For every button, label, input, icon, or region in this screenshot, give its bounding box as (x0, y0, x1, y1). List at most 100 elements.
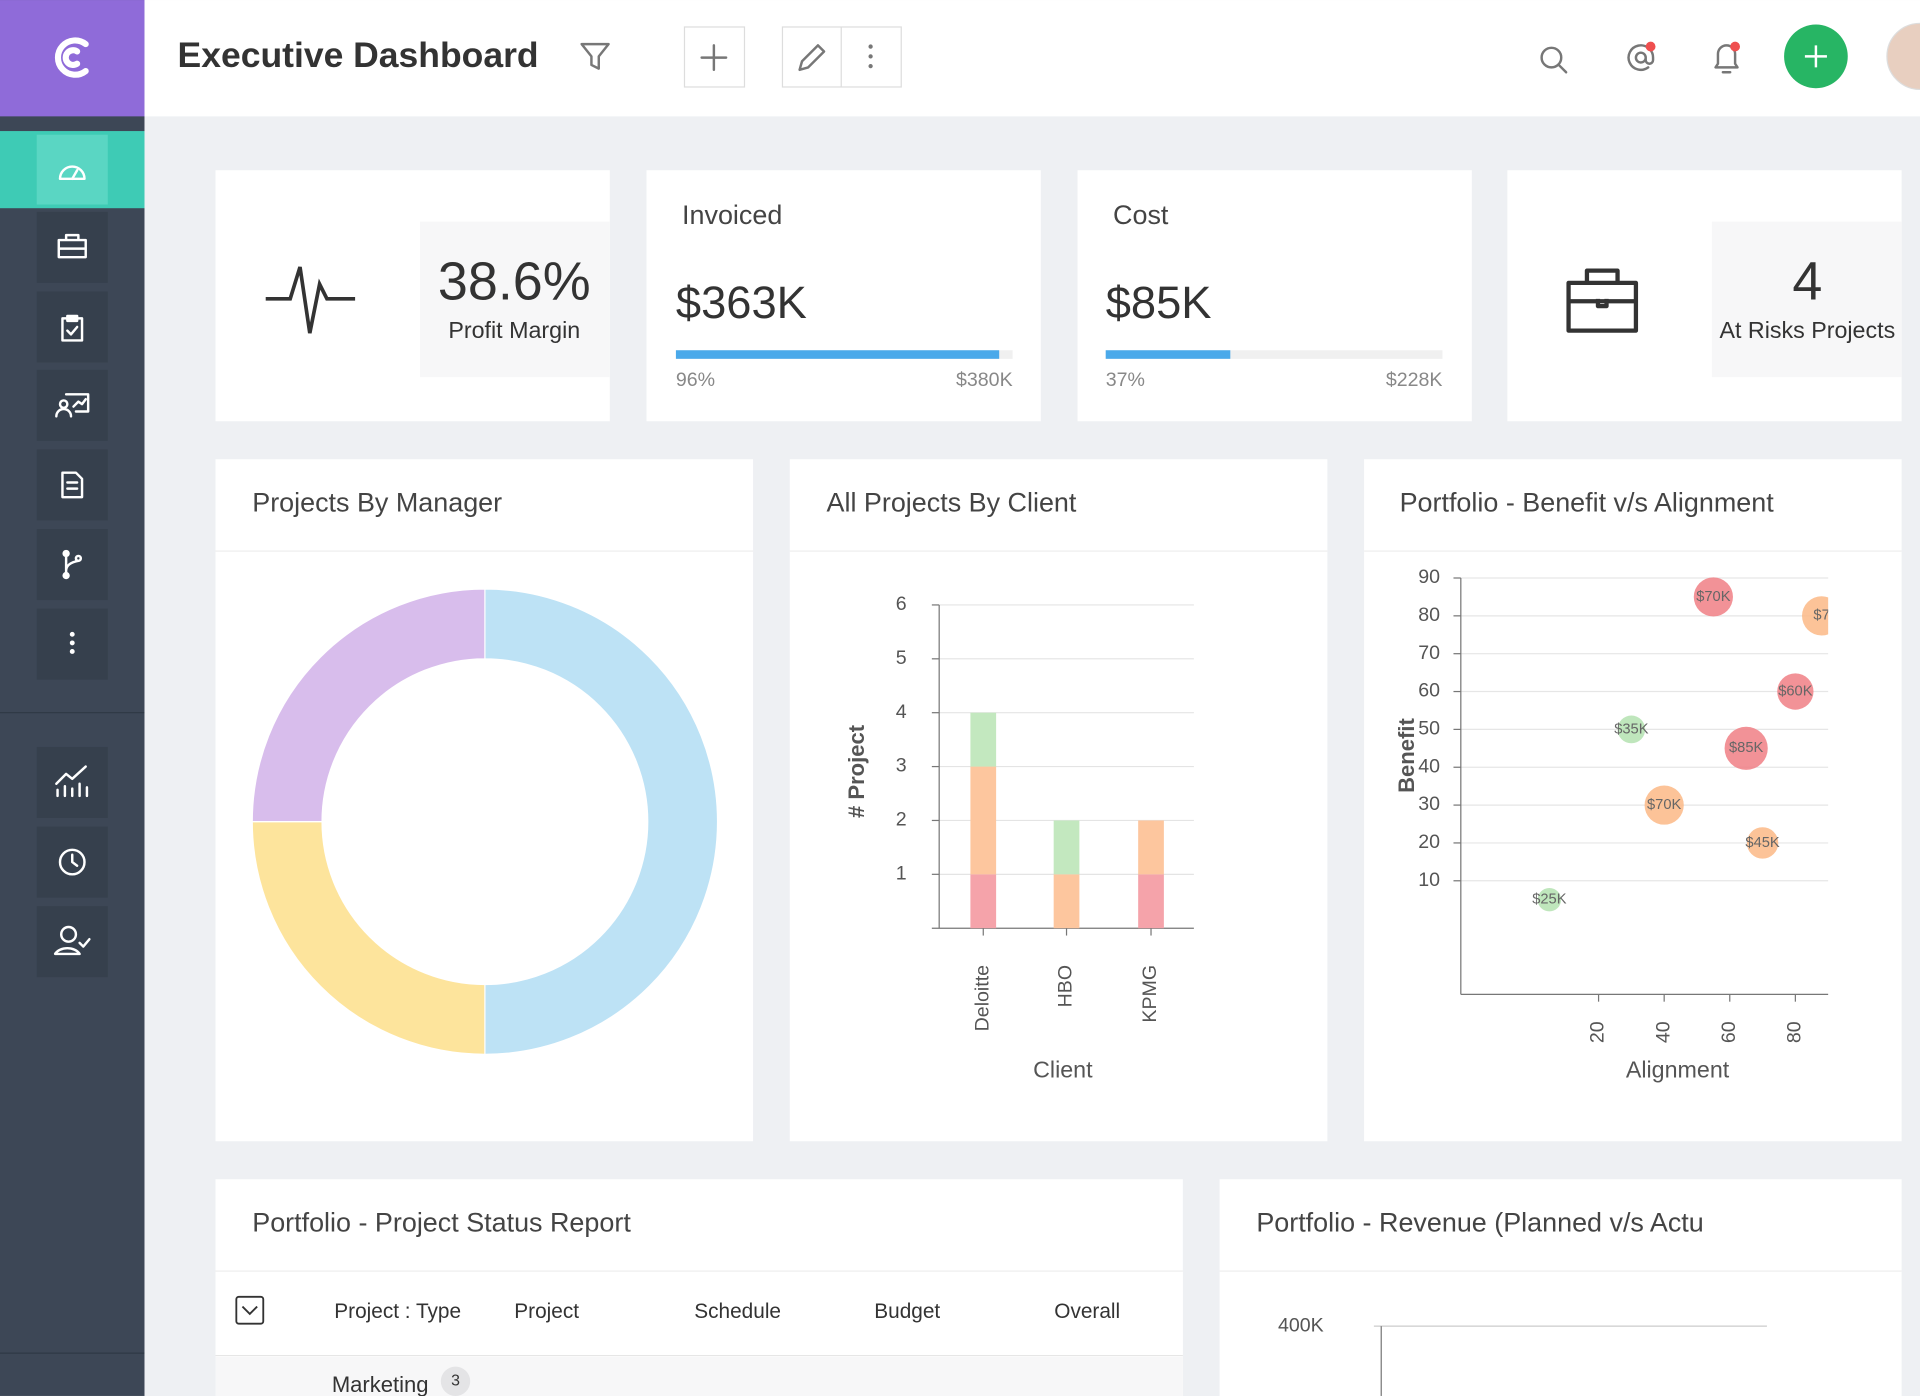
bubble-label: $25K (1532, 892, 1567, 908)
avatar[interactable] (1886, 22, 1920, 91)
badge (440, 1366, 471, 1396)
kpi-value: $85K (1106, 277, 1212, 328)
y-tick-label: 60 (1418, 680, 1440, 702)
progress-bar (1105, 350, 1231, 359)
icon-analytics (55, 765, 89, 798)
icon-plus (700, 44, 728, 72)
x-tick-label: Deloitte (971, 965, 993, 1031)
card-title: All Projects By Client (827, 488, 1077, 518)
bubble (1777, 673, 1814, 710)
nav-items (0, 211, 145, 1354)
icon-briefcase (57, 233, 87, 259)
bubble-label: $70K (1696, 589, 1731, 605)
row-count: 3 (451, 1372, 460, 1389)
y-tick-label: 40 (1418, 755, 1440, 777)
icon-pulse (265, 266, 356, 334)
y-tick-label: 30 (1418, 793, 1440, 815)
icon-briefcase (1566, 268, 1639, 333)
x-tick-label: 20 (1587, 1021, 1609, 1043)
top-bar (144, 0, 1920, 117)
select-all[interactable] (235, 1295, 265, 1325)
card-title: Portfolio - Benefit v/s Alignment (1400, 488, 1775, 518)
kpi-value: $363K (676, 277, 807, 328)
nav-flow[interactable] (36, 529, 108, 601)
kpi-box (420, 221, 610, 378)
bubble (1693, 577, 1733, 617)
nav-dashboard[interactable] (36, 134, 108, 205)
badge-dot (1645, 41, 1656, 52)
y-tick-label: 6 (896, 593, 907, 615)
y-tick-label: 5 (896, 647, 907, 669)
kpi-title: Invoiced (682, 200, 782, 230)
nav-analytics[interactable] (36, 746, 108, 818)
column-header: Overall (1054, 1300, 1120, 1323)
bar-segment (970, 874, 997, 929)
nav-docs[interactable] (36, 449, 108, 521)
progress-track (1105, 350, 1443, 359)
icon-document (61, 471, 84, 499)
bar-segment (1053, 874, 1080, 929)
table-header (215, 1272, 1183, 1356)
x-tick-label: 80 (1784, 1021, 1806, 1043)
card-title: Portfolio - Revenue (Planned v/s Actu (1256, 1208, 1703, 1238)
card (1219, 1179, 1902, 1396)
bubble (1617, 715, 1646, 744)
card-title: Portfolio - Project Status Report (252, 1208, 631, 1238)
bubble (1802, 596, 1829, 636)
bubble (1537, 887, 1562, 912)
card-title: Projects By Manager (252, 488, 502, 518)
bubble-label: $85K (1729, 740, 1764, 756)
column-header: Project (514, 1300, 579, 1323)
bubble (1746, 827, 1779, 859)
column-header: Project : Type (334, 1300, 461, 1323)
y-tick-label: 2 (896, 809, 907, 831)
bubble-label: $70K (1647, 797, 1682, 813)
kpi-value: 38.6% (438, 252, 591, 312)
y-tick-label: 80 (1418, 604, 1440, 626)
sidebar (0, 0, 145, 1396)
y-axis-label: # Project (844, 724, 869, 818)
filter-button[interactable] (580, 42, 610, 70)
donut-segment (484, 588, 719, 1055)
logo[interactable] (54, 37, 89, 78)
nav-tasks[interactable] (36, 291, 108, 363)
card (1364, 459, 1902, 1142)
x-tick-label: KPMG (1139, 965, 1161, 1023)
bubble-label: $45K (1745, 835, 1780, 851)
progress-label: 96% (676, 369, 715, 391)
notifications-button[interactable] (1714, 44, 1739, 74)
table-row (215, 1356, 1183, 1396)
icon-plus (1804, 45, 1827, 68)
y-tick-label: 20 (1418, 831, 1440, 853)
icon-user-check (53, 925, 91, 956)
edit-button[interactable] (798, 44, 826, 72)
bar-segment (1138, 820, 1164, 875)
search-button[interactable] (1540, 46, 1568, 74)
page-title: Executive Dashboard (178, 35, 539, 75)
kpi-box (1711, 221, 1902, 378)
bar-segment (970, 766, 997, 875)
badge-dot (1730, 41, 1740, 52)
column-header: Schedule (694, 1300, 781, 1323)
nav-reports[interactable] (36, 369, 108, 441)
kpi-target: $380K (956, 369, 1013, 391)
icon-clock (58, 848, 86, 876)
donut-segment (251, 588, 486, 823)
y-axis-label: Benefit (1394, 718, 1419, 793)
kpi-label: Profit Margin (448, 317, 580, 343)
y-tick-label: 90 (1418, 566, 1440, 588)
card-dividers (215, 550, 1902, 1272)
x-tick-label: 40 (1652, 1021, 1674, 1043)
x-tick-label: HBO (1055, 965, 1077, 1007)
y-tick-label: 70 (1418, 642, 1440, 664)
bar-segment (970, 712, 997, 767)
kpi-title: Cost (1113, 200, 1169, 230)
bubble (1644, 785, 1684, 825)
icon-clipboard (61, 314, 84, 342)
bar-segment (1138, 874, 1164, 929)
y-tick-label: 50 (1418, 718, 1440, 740)
mentions-button[interactable] (1627, 44, 1655, 72)
card (789, 459, 1328, 1142)
kpi-card (646, 170, 1041, 422)
